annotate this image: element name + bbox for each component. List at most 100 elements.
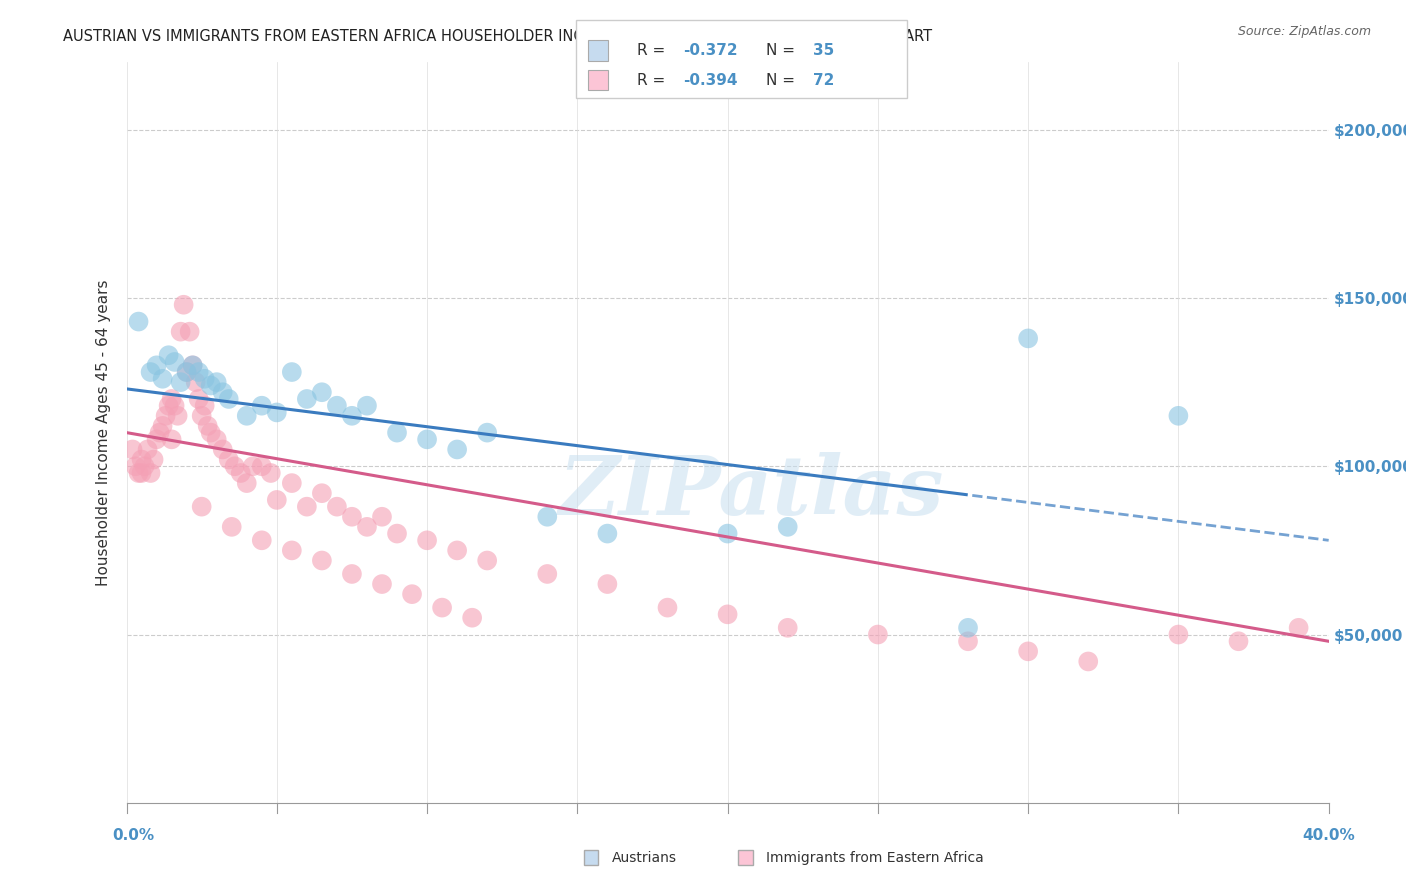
Point <box>326 399 349 413</box>
Point <box>149 425 172 440</box>
Point <box>1167 627 1189 641</box>
Point <box>136 442 159 457</box>
Point <box>128 466 150 480</box>
Text: N =: N = <box>766 44 800 58</box>
Point <box>211 385 233 400</box>
Point <box>179 325 201 339</box>
Point <box>281 476 304 491</box>
Point <box>211 442 233 457</box>
Point <box>152 372 174 386</box>
Point <box>163 399 186 413</box>
Point <box>536 509 558 524</box>
Point <box>218 452 240 467</box>
Point <box>311 385 333 400</box>
Point <box>131 452 153 467</box>
Text: R =: R = <box>637 44 671 58</box>
Text: -0.394: -0.394 <box>683 73 738 87</box>
Point <box>128 315 150 329</box>
Point <box>326 500 349 514</box>
Text: Source: ZipAtlas.com: Source: ZipAtlas.com <box>1237 25 1371 38</box>
Point <box>218 392 240 406</box>
Point <box>340 566 363 581</box>
Point <box>157 348 180 362</box>
Point <box>1017 644 1039 658</box>
Point <box>176 365 198 379</box>
Point <box>155 409 177 423</box>
Point <box>866 627 889 641</box>
Point <box>461 611 484 625</box>
Point <box>250 533 273 548</box>
Point <box>356 399 378 413</box>
Point <box>184 375 207 389</box>
Point <box>311 486 333 500</box>
Point <box>371 509 394 524</box>
Point <box>536 566 558 581</box>
Point <box>197 418 219 433</box>
Point <box>242 459 264 474</box>
Point <box>446 543 468 558</box>
Point <box>385 526 408 541</box>
Point <box>224 459 246 474</box>
Point <box>416 533 439 548</box>
Point <box>205 433 228 447</box>
Text: AUSTRIAN VS IMMIGRANTS FROM EASTERN AFRICA HOUSEHOLDER INCOME AGES 45 - 64 YEARS: AUSTRIAN VS IMMIGRANTS FROM EASTERN AFRI… <box>63 29 932 44</box>
Point <box>200 425 222 440</box>
Point <box>385 425 408 440</box>
Point <box>446 442 468 457</box>
Point <box>250 399 273 413</box>
Y-axis label: Householder Income Ages 45 - 64 years: Householder Income Ages 45 - 64 years <box>96 279 111 586</box>
Point <box>131 466 153 480</box>
Point <box>1167 409 1189 423</box>
Point <box>956 634 979 648</box>
Text: R =: R = <box>637 73 671 87</box>
Point <box>160 433 183 447</box>
Point <box>430 600 453 615</box>
Text: 35: 35 <box>813 44 834 58</box>
Point <box>200 378 222 392</box>
Point <box>311 553 333 567</box>
Point <box>716 526 740 541</box>
Point <box>1017 331 1039 345</box>
Point <box>596 577 619 591</box>
Point <box>181 359 204 373</box>
Point <box>190 409 212 423</box>
Point <box>657 600 679 615</box>
Point <box>266 492 288 507</box>
Point <box>194 399 217 413</box>
Point <box>221 520 243 534</box>
Point <box>716 607 740 622</box>
Point <box>190 500 212 514</box>
Point <box>776 621 799 635</box>
Text: Austrians: Austrians <box>612 851 676 865</box>
Point <box>169 375 191 389</box>
Point <box>475 553 498 567</box>
Point <box>250 459 273 474</box>
Point <box>134 459 156 474</box>
Point <box>121 442 143 457</box>
Point <box>281 365 304 379</box>
Point <box>235 409 259 423</box>
Point <box>371 577 394 591</box>
Point <box>169 325 191 339</box>
Point <box>139 466 162 480</box>
Point <box>145 433 167 447</box>
Point <box>295 392 318 406</box>
Point <box>475 425 498 440</box>
Point <box>187 392 209 406</box>
Point <box>356 520 378 534</box>
Point <box>1077 655 1099 669</box>
Text: N =: N = <box>766 73 800 87</box>
Point <box>416 433 439 447</box>
Point <box>596 526 619 541</box>
Point <box>295 500 318 514</box>
Text: ZIPatlas: ZIPatlas <box>560 452 945 532</box>
Text: Immigrants from Eastern Africa: Immigrants from Eastern Africa <box>766 851 984 865</box>
Point <box>956 621 979 635</box>
Point <box>142 452 165 467</box>
Point <box>145 359 167 373</box>
Point <box>160 392 183 406</box>
Text: 0.0%: 0.0% <box>112 829 155 843</box>
Point <box>340 509 363 524</box>
Point <box>139 365 162 379</box>
Point <box>152 418 174 433</box>
